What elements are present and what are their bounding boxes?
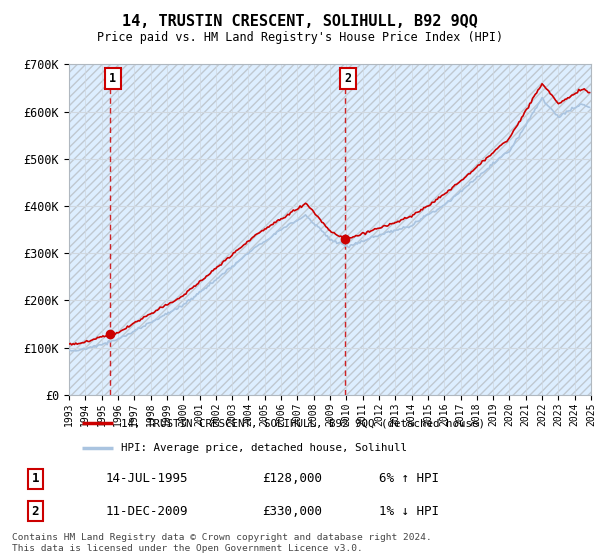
Text: 2: 2 [32,505,39,517]
Text: 1: 1 [109,72,116,85]
Text: HPI: Average price, detached house, Solihull: HPI: Average price, detached house, Soli… [121,442,407,452]
Text: 1: 1 [32,473,39,486]
Text: 1% ↓ HPI: 1% ↓ HPI [379,505,439,517]
Text: Price paid vs. HM Land Registry's House Price Index (HPI): Price paid vs. HM Land Registry's House … [97,31,503,44]
Text: 6% ↑ HPI: 6% ↑ HPI [379,473,439,486]
Text: 14, TRUSTIN CRESCENT, SOLIHULL, B92 9QQ: 14, TRUSTIN CRESCENT, SOLIHULL, B92 9QQ [122,14,478,29]
Text: Contains HM Land Registry data © Crown copyright and database right 2024.
This d: Contains HM Land Registry data © Crown c… [12,533,432,553]
Text: 14, TRUSTIN CRESCENT, SOLIHULL, B92 9QQ (detached house): 14, TRUSTIN CRESCENT, SOLIHULL, B92 9QQ … [121,418,485,428]
Text: £128,000: £128,000 [262,473,322,486]
Text: £330,000: £330,000 [262,505,322,517]
Text: 11-DEC-2009: 11-DEC-2009 [105,505,188,517]
Text: 14-JUL-1995: 14-JUL-1995 [105,473,188,486]
Text: 2: 2 [344,72,352,85]
